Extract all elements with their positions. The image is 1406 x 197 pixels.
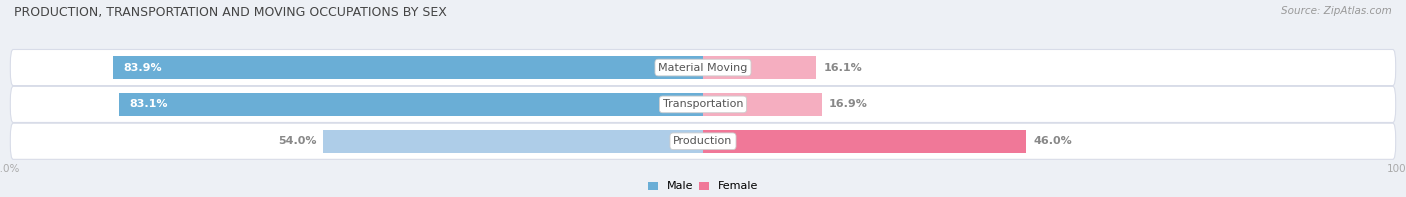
Text: Material Moving: Material Moving	[658, 63, 748, 72]
Text: PRODUCTION, TRANSPORTATION AND MOVING OCCUPATIONS BY SEX: PRODUCTION, TRANSPORTATION AND MOVING OC…	[14, 6, 447, 19]
FancyBboxPatch shape	[10, 49, 1396, 86]
Legend: Male, Female: Male, Female	[648, 181, 758, 191]
Bar	[703, 130, 1026, 153]
FancyBboxPatch shape	[10, 86, 1396, 123]
Text: Source: ZipAtlas.com: Source: ZipAtlas.com	[1281, 6, 1392, 16]
Bar	[112, 56, 703, 79]
Text: 54.0%: 54.0%	[278, 136, 316, 146]
Text: 83.1%: 83.1%	[129, 99, 167, 109]
Text: 83.9%: 83.9%	[124, 63, 162, 72]
Text: 16.9%: 16.9%	[830, 99, 868, 109]
Text: 46.0%: 46.0%	[1033, 136, 1073, 146]
Bar	[120, 93, 703, 116]
FancyBboxPatch shape	[10, 123, 1396, 159]
Text: Transportation: Transportation	[662, 99, 744, 109]
Text: Production: Production	[673, 136, 733, 146]
Bar	[703, 56, 815, 79]
Bar	[323, 130, 703, 153]
Text: 16.1%: 16.1%	[824, 63, 862, 72]
Bar	[703, 93, 821, 116]
